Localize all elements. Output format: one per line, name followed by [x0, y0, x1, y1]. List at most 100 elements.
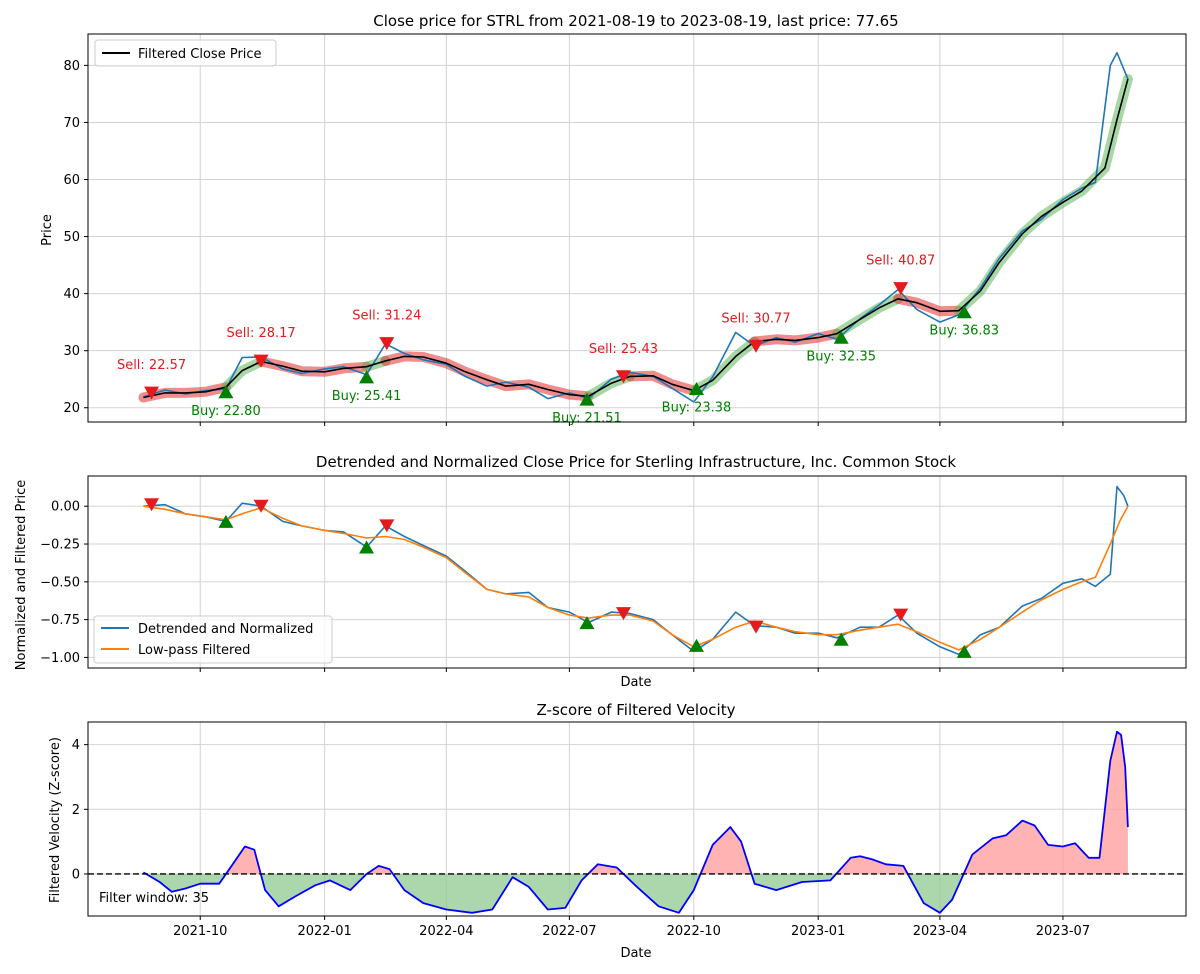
- buy-marker: [833, 632, 849, 646]
- velocity-x-axis-label: Date: [620, 946, 651, 961]
- negative-area: [146, 874, 226, 892]
- normalized-lines: [143, 485, 1129, 656]
- negative-area: [623, 874, 701, 913]
- positive-area: [588, 864, 624, 874]
- buy-marker: [688, 381, 704, 395]
- price-lines: [143, 52, 1129, 403]
- sell-label: Sell: 30.77: [721, 311, 790, 326]
- buy-marker: [359, 370, 375, 384]
- sell-label: Sell: 40.87: [866, 254, 935, 269]
- filtered-close-line: [143, 78, 1129, 399]
- normalized-y-axis-label: Normalized and Filtered Price: [14, 480, 29, 670]
- filter-window-annotation: Filter window: 35: [99, 891, 209, 906]
- buy-marker: [359, 540, 375, 554]
- sell-label: Sell: 28.17: [226, 326, 295, 341]
- negative-area: [393, 874, 588, 913]
- sell-marker: [893, 608, 909, 622]
- x-tick-label: 2022-04: [419, 924, 473, 939]
- negative-area: [260, 874, 367, 907]
- sell-marker: [379, 519, 395, 533]
- sell-label: Sell: 22.57: [117, 358, 186, 373]
- sell-marker: [379, 337, 395, 351]
- normalized-grid: [88, 476, 1186, 668]
- normalized-chart-title: Detrended and Normalized Close Price for…: [316, 453, 956, 471]
- sell-marker: [144, 386, 160, 400]
- x-tick-label: 2023-07: [1036, 924, 1090, 939]
- velocity-axes-frame: [87, 721, 1187, 917]
- x-tick-label: 2022-01: [297, 924, 351, 939]
- price-panel: Close price for STRL from 2021-08-19 to …: [40, 12, 1187, 426]
- y-tick-label: 50: [63, 230, 80, 245]
- normalized-x-axis-label: Date: [620, 675, 651, 690]
- buy-label: Buy: 22.80: [191, 404, 261, 419]
- x-tick-label: 2021-10: [173, 924, 227, 939]
- normalized-axes-frame: [87, 475, 1187, 669]
- sell-marker: [615, 370, 631, 384]
- x-tick-label: 2022-10: [667, 924, 721, 939]
- y-tick-label: −0.50: [40, 575, 80, 590]
- y-tick-label: 2: [72, 803, 80, 818]
- positive-area: [963, 731, 1128, 874]
- buy-label: Buy: 23.38: [662, 400, 732, 415]
- sell-marker: [253, 499, 269, 513]
- buy-marker: [218, 385, 234, 399]
- price-axes-frame: [87, 33, 1187, 423]
- buy-label: Buy: 21.51: [552, 411, 622, 426]
- y-tick-label: −0.75: [40, 613, 80, 628]
- price-y-ticks: 20 30 40 50 60 70 80: [63, 59, 88, 416]
- normalized-panel: Detrended and Normalized Close Price for…: [14, 453, 1187, 690]
- price-grid: [88, 34, 1186, 422]
- sell-marker: [144, 498, 160, 512]
- normalized-signals: [144, 498, 972, 658]
- sell-marker: [615, 607, 631, 621]
- y-tick-label: 30: [63, 344, 80, 359]
- buy-marker: [688, 638, 704, 652]
- velocity-line: [142, 730, 1129, 914]
- y-tick-label: 4: [72, 738, 80, 753]
- normalized-y-ticks: 0.00 −0.25 −0.50 −0.75 −1.00: [40, 500, 88, 666]
- sell-label: Sell: 25.43: [589, 342, 658, 357]
- velocity-y-ticks: 0 2 4: [72, 738, 88, 882]
- lowpass-line: [143, 505, 1129, 651]
- velocity-y-axis-label: Filtered Velocity (Z-score): [48, 737, 63, 903]
- y-tick-label: −0.25: [40, 538, 80, 553]
- price-x-ticks: [199, 422, 1064, 426]
- sell-marker: [748, 620, 764, 634]
- sell-marker: [748, 339, 764, 353]
- y-tick-label: 20: [63, 401, 80, 416]
- velocity-panel: Z-score of Filtered Velocity Filtered Ve…: [48, 701, 1187, 961]
- positive-area: [836, 856, 908, 874]
- y-tick-label: −1.00: [40, 651, 80, 666]
- buy-marker: [956, 644, 972, 658]
- y-tick-label: 0: [72, 867, 80, 882]
- price-chart-title: Close price for STRL from 2021-08-19 to …: [373, 12, 898, 30]
- negative-area: [907, 874, 964, 913]
- trend-band: [953, 74, 1133, 316]
- buy-label: Buy: 36.83: [929, 324, 999, 339]
- buy-label: Buy: 32.35: [806, 349, 876, 364]
- normalized-legend: Detrended and Normalized Low-pass Filter…: [93, 615, 333, 664]
- y-tick-label: 70: [63, 116, 80, 131]
- trend-band: [380, 351, 594, 402]
- price-y-axis-label: Price: [40, 214, 55, 246]
- x-tick-label: 2023-04: [913, 924, 967, 939]
- buy-marker: [579, 392, 595, 406]
- price-legend: Filtered Close Price: [94, 39, 277, 67]
- positive-area: [366, 865, 393, 874]
- legend-detrended: Detrended and Normalized: [138, 622, 313, 637]
- x-tick-label: 2022-07: [542, 924, 596, 939]
- sell-marker: [253, 354, 269, 368]
- x-tick-label: 2023-01: [791, 924, 845, 939]
- velocity-chart-title: Z-score of Filtered Velocity: [537, 701, 736, 719]
- normalized-x-ticks: [199, 668, 1064, 672]
- y-tick-label: 40: [63, 287, 80, 302]
- y-tick-label: 0.00: [51, 500, 80, 515]
- positive-area: [225, 846, 261, 874]
- velocity-x-ticks: 2021-10 2022-01 2022-04 2022-07 2022-10 2023-…: [173, 916, 1090, 939]
- buy-marker: [579, 616, 595, 630]
- trend-band: [220, 356, 267, 393]
- price-signals: Sell: 22.57 Buy: 22.80 Sell: 28.17 Buy: 25.…: [117, 254, 999, 426]
- negative-area: [751, 874, 837, 891]
- sell-marker: [893, 282, 909, 296]
